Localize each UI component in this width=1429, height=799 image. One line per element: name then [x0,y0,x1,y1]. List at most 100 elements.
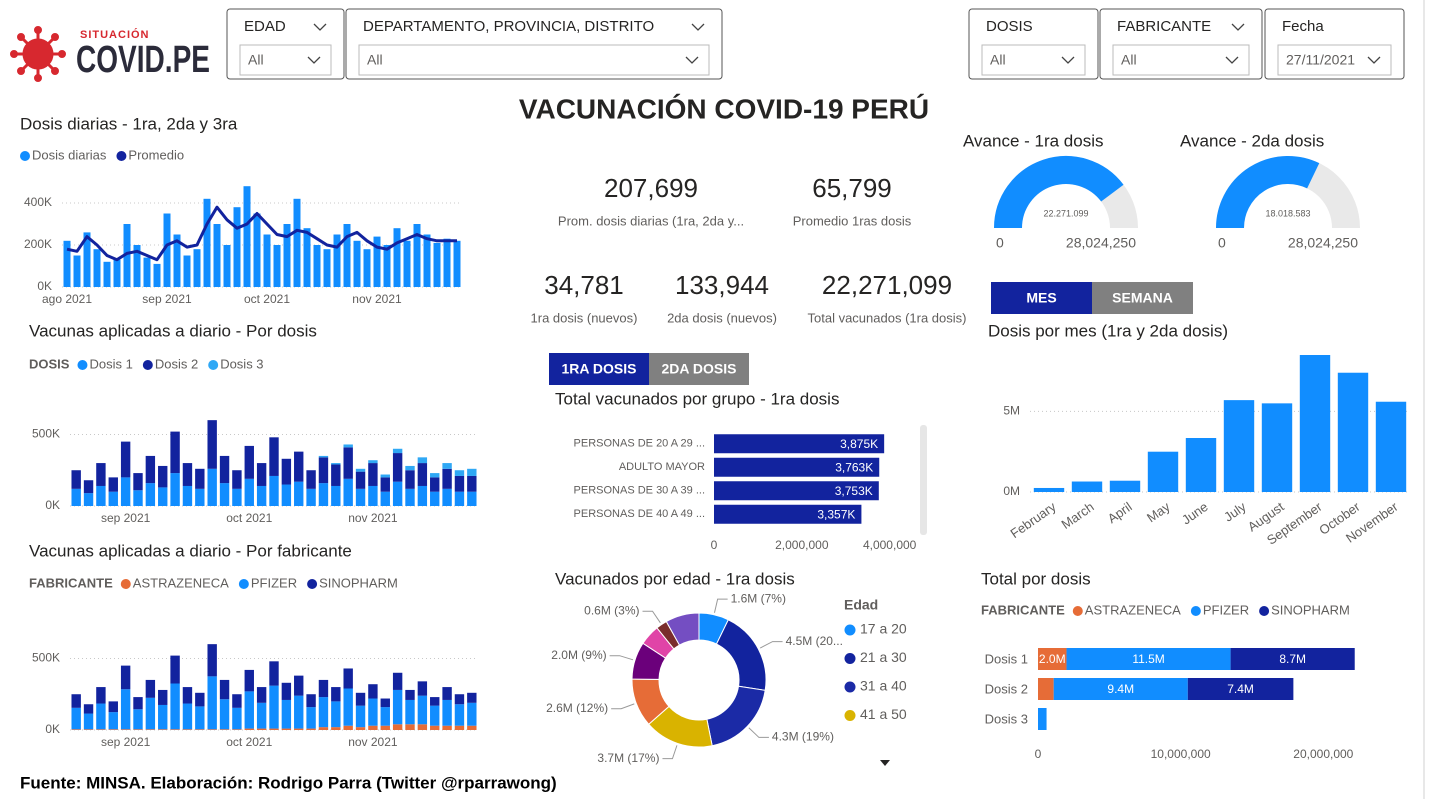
bar-segment [294,481,304,506]
bar-segment [380,474,390,478]
bar-segment [232,707,242,730]
bar [273,245,281,287]
bar [453,240,461,287]
legend-label: 41 a 50 [860,706,907,722]
bar [123,224,131,287]
toggle-button[interactable] [549,353,649,385]
bar-segment [219,483,230,506]
bar-segment [244,691,254,729]
bar-segment [71,707,81,730]
bar-segment [331,463,341,465]
bar-segment [182,485,193,506]
bar-segment [355,468,366,472]
toggle-button[interactable] [991,282,1092,314]
leader-line [748,727,769,738]
bar-segment [207,676,217,730]
legend-marker [120,579,131,589]
bar-segment [454,725,465,730]
logo-top: SITUACIÓN [80,28,150,41]
bar-segment [343,478,353,506]
bar-segment [145,679,156,698]
bar-segment [71,729,81,730]
kpi-label: Total vacunados (1ra dosis) [808,310,967,325]
bar [714,481,879,501]
chevron [307,56,321,64]
legend-label: PFIZER [251,575,297,590]
bar [1337,372,1369,492]
bar-segment [71,470,81,489]
bar-segment [83,729,94,730]
bar-segment [269,437,279,476]
bar [133,245,141,287]
toggle-button[interactable] [1092,282,1193,314]
bar [93,249,101,287]
bar-segment [392,672,403,690]
bar-segment [1038,708,1047,730]
legend-label: 21 a 30 [860,649,907,665]
bar [1147,451,1179,492]
gauge-value [1216,156,1320,229]
filter-dropdown[interactable] [239,44,332,76]
filter-dropdown[interactable] [1112,44,1250,76]
bar [313,245,321,287]
y-tick-label: 0K [45,722,60,736]
filter-dropdown[interactable] [358,44,710,76]
page-title: VACUNACIÓN COVID-19 PERÚ [519,93,929,124]
bar-segment [331,727,341,730]
filter-dropdown[interactable] [1277,44,1392,76]
bar-segment [467,491,477,506]
bar-segment [318,727,329,730]
x-tick-label: nov 2021 [348,735,398,749]
bar-segment [108,729,118,730]
bar-segment [306,694,316,708]
filter-value: 27/11/2021 [1286,52,1355,68]
filter-dropdown[interactable] [981,44,1086,76]
legend-marker [238,579,249,589]
legend-label: Promedio [128,147,184,162]
bar-segment [256,702,267,729]
bar-segment [417,681,428,696]
bar-segment [195,468,205,489]
bar-segment [430,705,440,726]
bar-segment [207,420,217,469]
bar-segment [207,729,217,730]
legend-label: ASTRAZENECA [133,575,229,590]
filter-label: Fecha [1282,18,1324,35]
filter-value: All [248,52,264,68]
bar [1185,438,1217,492]
bar [143,257,151,287]
bar [363,249,371,287]
y-tick-label: Dosis 3 [985,711,1028,726]
toggle-button-label: 1RA DOSIS [562,361,637,377]
bar-segment [232,488,242,506]
bar-segment [108,712,118,730]
legend-marker [116,151,127,161]
filter-value: All [1121,52,1137,68]
kpi-label: Prom. dosis diarias (1ra, 2da y... [558,213,744,228]
bar-segment [182,729,193,730]
y-tick-label: 5M [1003,404,1020,418]
logo-virus [10,26,66,82]
bar-segment [96,687,106,704]
bar [1261,403,1293,492]
bar-segment [256,463,267,486]
chevron [1231,23,1245,31]
bar [714,457,880,477]
leader-line [609,655,634,661]
bar-segment [442,687,452,700]
bar-segment [430,473,440,478]
x-tick-label: 20,000,000 [1293,747,1353,761]
chevron [313,23,327,31]
data-label: 3.7M (17%) [597,751,659,765]
bar [73,255,81,287]
toggle-button[interactable] [649,353,749,385]
y-tick-label: ADULTO MAYOR [619,461,705,473]
kpi-label: 1ra dosis (nuevos) [531,310,638,325]
bar-segment [368,684,378,699]
gauge-tick-label: 28,024,250 [1066,235,1136,251]
y-tick-label: 0M [1003,484,1020,498]
data-label: 2.0M [1039,652,1066,666]
data-label: 7.4M [1227,682,1254,696]
chart-title: Avance - 2da dosis [1180,131,1324,150]
data-label: 1.6M (7%) [731,591,786,605]
